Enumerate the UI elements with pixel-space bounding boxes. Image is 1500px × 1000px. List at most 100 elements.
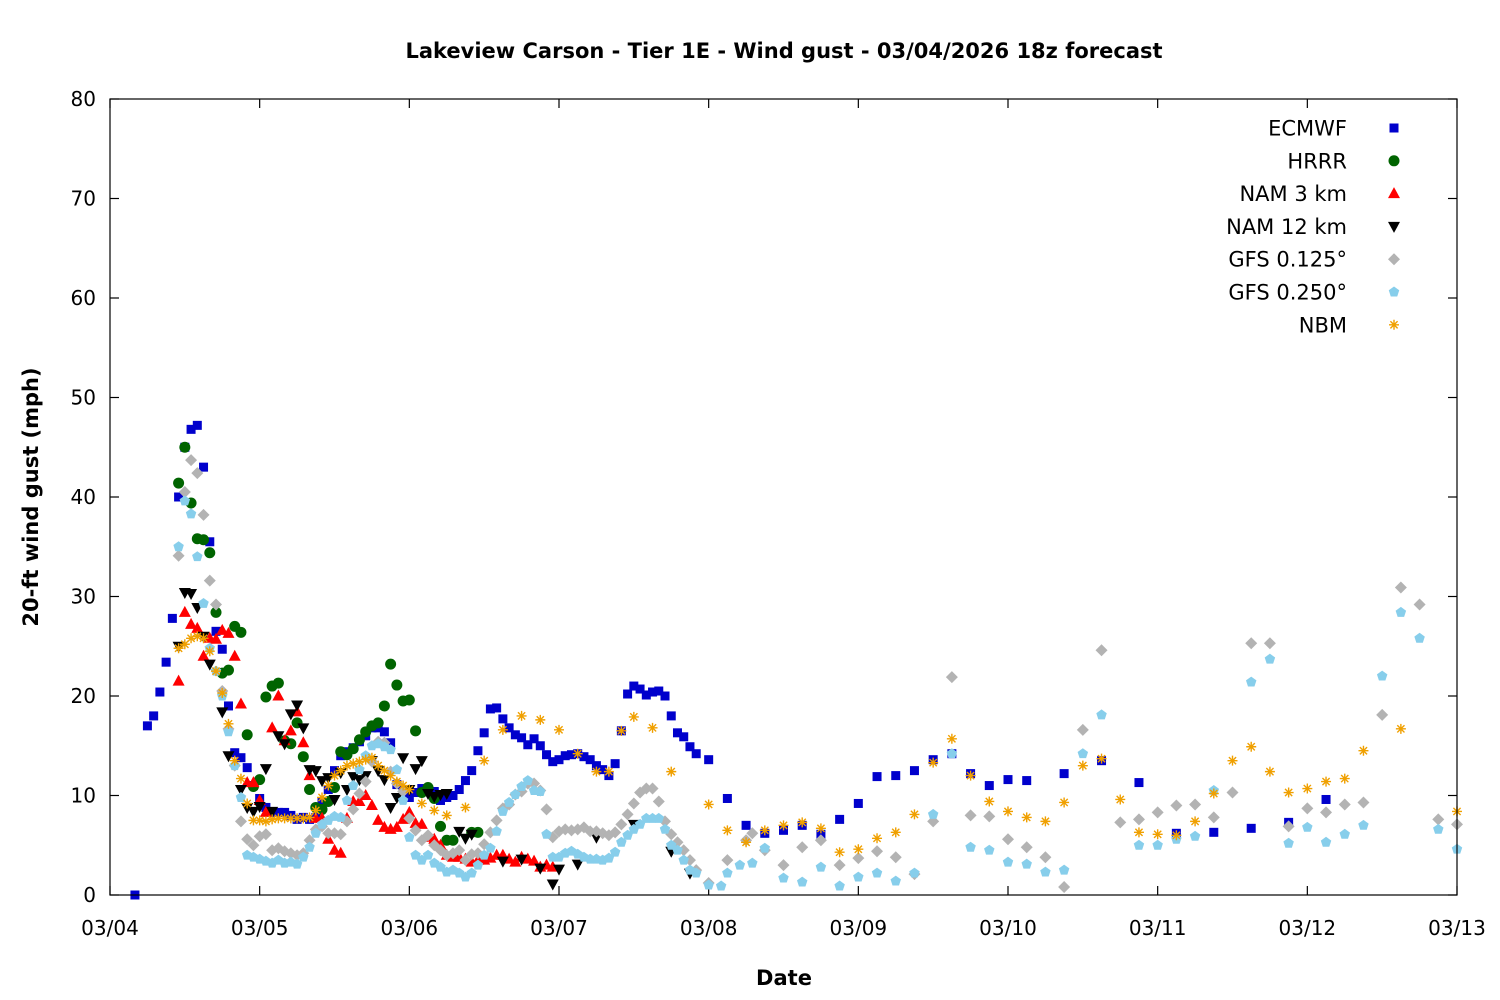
- data-point-nbm: [535, 714, 546, 725]
- data-point-nam-3-km: [172, 674, 185, 686]
- data-point-ecmwf: [722, 793, 732, 803]
- data-point-nbm: [360, 754, 371, 765]
- data-point-nbm: [834, 847, 845, 858]
- data-point-nbm: [198, 633, 209, 644]
- data-point-nam-12-km: [222, 751, 235, 763]
- data-point-gfs-0-125: [615, 818, 628, 831]
- data-point-gfs-0-125: [584, 825, 597, 838]
- data-point-gfs-0-250: [616, 836, 627, 847]
- data-point-gfs-0-250: [192, 551, 203, 562]
- data-point-ecmwf: [223, 701, 233, 711]
- data-point-nbm: [248, 815, 259, 826]
- data-point-ecmwf: [685, 742, 695, 752]
- data-point-gfs-0-250: [1021, 858, 1032, 869]
- data-point-gfs-0-250: [404, 831, 415, 842]
- data-point-nbm: [778, 820, 789, 831]
- data-point-nbm: [554, 724, 564, 735]
- data-point-gfs-0-250: [1339, 828, 1350, 839]
- data-point-ecmwf: [211, 626, 221, 636]
- data-point-ecmwf: [535, 741, 545, 751]
- data-point-nam-3-km: [403, 805, 416, 817]
- series-hrrr: [173, 441, 484, 846]
- data-point-nbm: [1302, 783, 1313, 794]
- data-point-ecmwf: [1209, 827, 1219, 837]
- data-point-ecmwf: [598, 765, 608, 775]
- data-point-gfs-0-250: [1133, 839, 1145, 850]
- y-tick-label: 70: [71, 187, 96, 211]
- data-point-ecmwf: [280, 807, 290, 817]
- data-point-hrrr: [378, 700, 390, 712]
- data-point-nam-12-km: [534, 863, 547, 875]
- x-tick-label: 03/13: [1428, 916, 1486, 940]
- data-point-gfs-0-125: [1020, 841, 1033, 854]
- data-point-gfs-0-250: [223, 726, 234, 737]
- legend-marker-hrrr: [1388, 155, 1400, 167]
- data-point-gfs-0-125: [1338, 798, 1351, 811]
- data-point-gfs-0-125: [1114, 816, 1127, 829]
- data-point-ecmwf: [1134, 778, 1144, 788]
- data-point-ecmwf: [479, 728, 489, 738]
- data-point-ecmwf: [591, 761, 601, 771]
- data-point-ecmwf: [704, 755, 714, 765]
- data-point-nam-3-km: [216, 623, 229, 635]
- x-tick-label: 03/07: [530, 916, 588, 940]
- data-point-gfs-0-250: [304, 841, 315, 852]
- data-point-nbm: [1208, 788, 1219, 799]
- x-tick-label: 03/10: [979, 916, 1037, 940]
- data-point-gfs-0-250: [1395, 606, 1407, 617]
- data-point-nbm: [348, 758, 359, 769]
- y-tick-label: 0: [83, 883, 96, 907]
- legend-marker-gfs-0-250: [1388, 286, 1400, 297]
- data-point-nam-3-km: [266, 721, 279, 733]
- data-point-nbm: [211, 666, 222, 677]
- data-point-gfs-0-250: [778, 872, 789, 883]
- data-point-gfs-0-125: [1189, 798, 1202, 811]
- data-point-nam-12-km: [409, 764, 422, 776]
- data-point-gfs-0-250: [1376, 670, 1388, 681]
- data-point-ecmwf: [467, 766, 477, 776]
- x-tick-label: 03/08: [680, 916, 738, 940]
- data-point-ecmwf: [679, 732, 689, 742]
- data-point-hrrr: [472, 826, 484, 838]
- data-point-gfs-0-250: [1077, 748, 1089, 759]
- legend-marker-nbm: [1389, 319, 1399, 330]
- data-point-gfs-0-125: [453, 844, 466, 857]
- data-point-gfs-0-125: [172, 549, 185, 562]
- data-point-gfs-0-250: [853, 871, 864, 882]
- data-point-gfs-0-250: [173, 541, 184, 552]
- data-point-nbm: [1358, 745, 1369, 756]
- data-point-nbm: [310, 805, 321, 816]
- data-point-gfs-0-125: [197, 508, 210, 521]
- data-point-nam-3-km: [365, 798, 378, 810]
- data-point-ecmwf: [242, 763, 252, 773]
- data-point-gfs-0-250: [690, 867, 702, 878]
- data-point-nam-12-km: [234, 785, 247, 797]
- data-point-ecmwf: [984, 781, 994, 791]
- data-point-nam-12-km: [309, 766, 322, 778]
- data-point-gfs-0-250: [715, 880, 727, 891]
- data-point-nbm: [616, 725, 627, 736]
- data-point-ecmwf: [199, 462, 209, 472]
- data-point-ecmwf: [161, 657, 171, 667]
- data-point-nbm: [192, 631, 203, 642]
- data-point-gfs-0-250: [235, 791, 247, 802]
- data-point-gfs-0-125: [1245, 637, 1258, 650]
- data-point-nam-12-km: [278, 739, 291, 751]
- data-point-nbm: [1246, 741, 1257, 752]
- data-point-nbm: [1339, 773, 1350, 784]
- data-point-gfs-0-250: [909, 867, 920, 878]
- data-point-nbm: [759, 825, 770, 836]
- data-point-ecmwf: [448, 791, 458, 800]
- data-point-ecmwf: [454, 785, 464, 795]
- data-point-gfs-0-125: [1301, 802, 1314, 815]
- data-point-nam-3-km: [178, 605, 191, 617]
- y-tick-label: 20: [71, 684, 96, 708]
- data-point-gfs-0-125: [334, 828, 347, 841]
- data-point-nbm: [965, 770, 976, 781]
- data-point-nam-3-km: [297, 736, 310, 748]
- data-point-nbm: [1190, 816, 1201, 827]
- data-point-gfs-0-250: [927, 808, 939, 819]
- data-point-ecmwf: [566, 750, 576, 760]
- data-point-ecmwf: [1321, 794, 1331, 804]
- data-point-nam-12-km: [291, 700, 304, 712]
